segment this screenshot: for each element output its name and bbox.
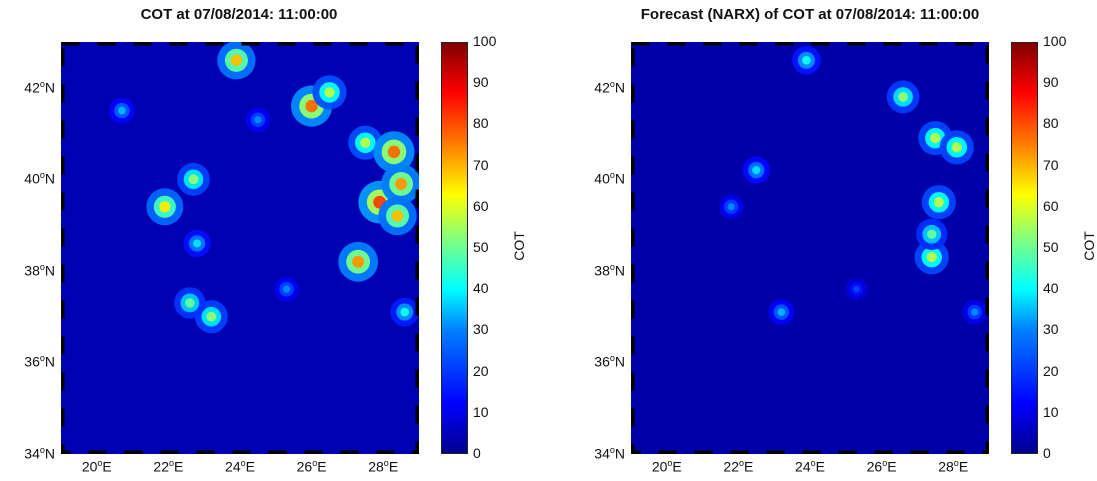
colorbar-tick-label: 40 — [473, 280, 489, 297]
colorbar-tick-label: 30 — [1043, 321, 1059, 338]
heatmap-svg — [61, 42, 419, 454]
colorbar-tick-label: 20 — [1043, 362, 1059, 379]
y-tick-label: 38oN — [594, 261, 625, 279]
y-tick-label: 34oN — [24, 445, 55, 462]
heatmap-svg — [631, 42, 989, 454]
colorbar-tick-label: 50 — [1043, 239, 1059, 255]
colorbar-tick-label: 80 — [1043, 115, 1059, 132]
cloud-blob — [390, 297, 419, 327]
colorbar — [1011, 42, 1038, 454]
y-tick-label: 42oN — [594, 78, 625, 96]
colorbar-tick-label: 0 — [1043, 445, 1051, 461]
cloud-blob — [768, 299, 795, 325]
cloud-blob — [914, 240, 949, 275]
cloud-blob — [183, 229, 211, 258]
y-tick-label: 42oN — [24, 78, 55, 96]
colorbar-label: COT — [510, 231, 527, 261]
panel-title: COT at 07/08/2014: 11:00:00 — [140, 6, 338, 23]
colorbar-tick-label: 10 — [1043, 403, 1059, 420]
colorbar-tick-label: 70 — [1043, 156, 1059, 173]
cloud-blob — [146, 188, 184, 226]
cloud-blob — [274, 277, 299, 302]
x-tick-label: 28oE — [368, 458, 399, 475]
y-tick-label: 34oN — [594, 445, 625, 462]
cloud-blob — [916, 218, 948, 250]
x-tick-label: 22oE — [153, 458, 184, 475]
x-tick-label: 28oE — [938, 458, 969, 475]
colorbar-tick-label: 70 — [473, 156, 489, 173]
colorbar-tick-label: 50 — [473, 239, 489, 255]
cloud-blob — [312, 75, 347, 110]
cloud-blob — [245, 107, 271, 133]
colorbar-tick-label: 100 — [473, 33, 497, 49]
cloud-blob — [921, 185, 956, 220]
cloud-blob — [792, 46, 821, 75]
panel-title: Forecast (NARX) of COT at 07/08/2014: 11… — [640, 6, 980, 23]
colorbar-tick-label: 10 — [473, 403, 489, 420]
y-tick-label: 36oN — [594, 353, 625, 371]
x-tick-label: 24oE — [795, 458, 825, 475]
colorbar — [441, 42, 468, 454]
colorbar-tick-label: 90 — [473, 74, 489, 91]
x-tick-label: 26oE — [866, 458, 897, 475]
map-frame — [631, 42, 989, 454]
colorbar-tick-label: 80 — [473, 115, 489, 132]
cloud-blob — [381, 164, 419, 204]
colorbar-tick-label: 100 — [1043, 33, 1067, 49]
colorbar-tick-label: 0 — [473, 445, 481, 461]
colorbar-tick-label: 60 — [473, 197, 489, 214]
cloud-blob — [174, 287, 206, 319]
cloud-blob — [742, 156, 770, 184]
cloud-blob — [177, 162, 210, 196]
colorbar-tick-label: 20 — [473, 362, 489, 379]
x-tick-label: 24oE — [225, 458, 255, 475]
colorbar-tick-label: 60 — [1043, 197, 1059, 214]
heatmap-map — [631, 42, 989, 454]
x-tick-label: 20oE — [81, 458, 112, 475]
x-tick-label: 26oE — [296, 458, 327, 475]
cloud-blob — [939, 130, 974, 165]
colorbar-tick-label: 90 — [1043, 74, 1059, 91]
cloud-blob — [217, 42, 256, 80]
cloud-blob — [886, 80, 920, 114]
heatmap-map — [61, 42, 419, 454]
colorbar-tick-label: 30 — [473, 321, 489, 338]
y-tick-label: 38oN — [24, 261, 55, 279]
cloud-blob — [719, 194, 744, 219]
colorbar-label: COT — [1080, 231, 1097, 261]
cloud-blob — [378, 196, 417, 236]
x-tick-label: 22oE — [723, 458, 754, 475]
cloud-blob — [845, 278, 868, 301]
map-frame — [61, 42, 419, 454]
y-tick-label: 40oN — [594, 170, 625, 187]
cloud-blob — [338, 241, 379, 282]
y-tick-label: 40oN — [24, 170, 55, 187]
cloud-blob — [962, 299, 987, 325]
cloud-blob — [373, 131, 415, 173]
colorbar-tick-label: 40 — [1043, 280, 1059, 297]
x-tick-label: 20oE — [651, 458, 682, 475]
cloud-blob — [108, 97, 135, 124]
y-tick-label: 36oN — [24, 353, 55, 371]
